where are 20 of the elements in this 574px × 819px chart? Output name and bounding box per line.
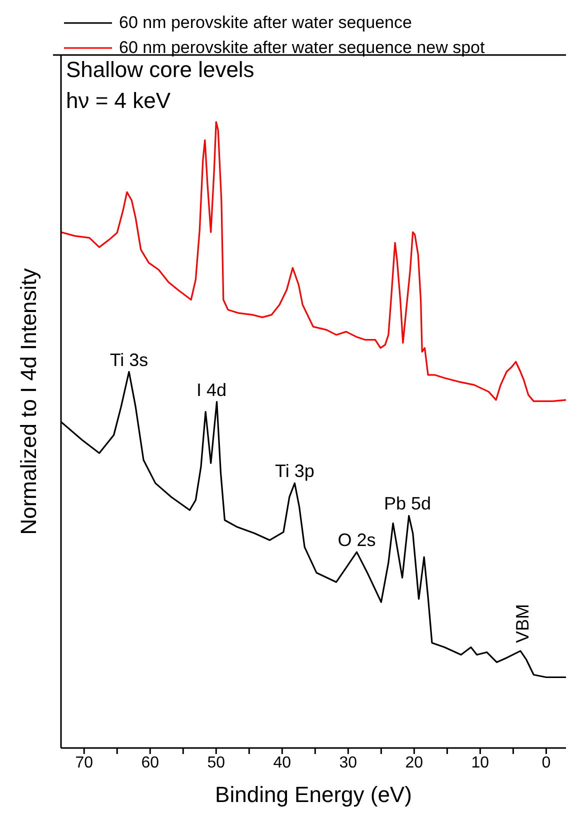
y-axis-title: Normalized to I 4d Intensity <box>16 268 41 535</box>
legend-label: 60 nm perovskite after water sequence new spot <box>119 37 485 59</box>
text: hν = 4 keV <box>66 88 171 113</box>
annotation: I 4d <box>196 380 227 400</box>
x-tick-label: 30 <box>339 754 358 772</box>
x-tick-label: 0 <box>542 754 551 772</box>
annotation: VBM <box>512 604 532 643</box>
x-tick-label: 10 <box>471 754 490 772</box>
x-tick-label: 70 <box>75 754 94 772</box>
x-tick-label: 40 <box>273 754 292 772</box>
x-axis-title: Binding Energy (eV) <box>215 782 412 807</box>
text: Shallow core levels <box>66 57 254 82</box>
x-tick-label: 60 <box>141 754 160 772</box>
annotation: O 2s <box>338 530 376 550</box>
annotation: Pb 5d <box>384 494 432 514</box>
annotation: Ti 3p <box>275 461 314 482</box>
annotation: Ti 3s <box>110 350 148 370</box>
x-tick-label: 50 <box>207 754 226 772</box>
legend-label: 60 nm perovskite after water sequence <box>119 12 412 34</box>
x-tick-label: 20 <box>405 754 424 772</box>
